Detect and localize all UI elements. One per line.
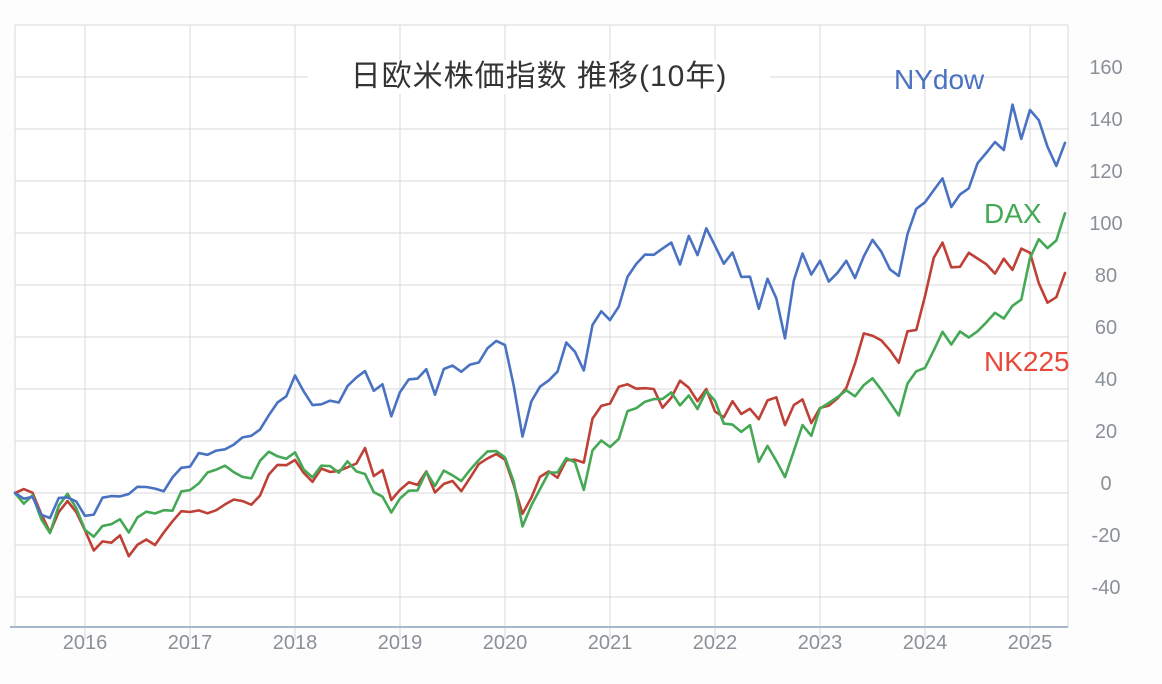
y-tick-label: 60 [1095,317,1117,339]
y-tick-label: 40 [1095,369,1117,391]
y-tick-label: 140 [1089,109,1122,131]
x-tick-label: 2018 [273,632,318,654]
x-tick-label: 2020 [483,632,528,654]
y-tick-label: 100 [1089,213,1122,235]
series-label-nydow: NYdow [894,64,985,95]
series-line-nydow [13,103,1067,520]
chart-title: 日欧米株価指数 推移(10年) [308,60,770,94]
y-tick-label: 160 [1089,57,1122,79]
y-tick-label: 20 [1095,421,1117,443]
y-tick-label: 80 [1095,265,1117,287]
series-label-nk225: NK225 [984,346,1070,377]
x-tick-label: 2025 [1008,632,1053,654]
x-tick-label: 2021 [588,632,633,654]
x-tick-label: 2023 [798,632,843,654]
x-tick-label: 2017 [168,632,213,654]
x-tick-label: 2016 [63,632,108,654]
y-tick-label: -20 [1092,525,1121,547]
x-tick-label: 2024 [903,632,948,654]
series-line-dax [13,211,1067,539]
series-line-nk225 [13,241,1067,558]
y-tick-label: 0 [1100,473,1111,495]
y-tick-label: 120 [1089,161,1122,183]
series-label-dax: DAX [984,198,1042,229]
x-tick-label: 2019 [378,632,423,654]
x-tick-label: 2022 [693,632,738,654]
y-tick-label: -40 [1092,577,1121,599]
